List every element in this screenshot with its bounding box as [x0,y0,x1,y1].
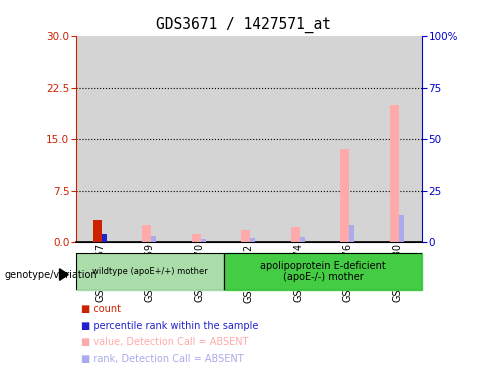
Bar [142,225,151,242]
Text: wildtype (apoE+/+) mother: wildtype (apoE+/+) mother [92,267,208,276]
Bar [341,149,349,242]
Bar [399,215,404,242]
Bar [373,36,422,242]
Bar [349,225,354,242]
Bar [201,239,206,242]
Bar [274,36,323,242]
Bar [390,105,399,242]
Bar [76,36,125,242]
Bar [76,253,224,290]
Polygon shape [60,269,68,280]
Bar [242,230,250,242]
Bar [224,253,422,290]
Bar [175,36,224,242]
Bar [125,36,175,242]
Bar [93,220,102,242]
Bar [291,227,300,242]
Text: apolipoprotein E-deficient
(apoE-/-) mother: apolipoprotein E-deficient (apoE-/-) mot… [260,261,386,283]
Bar [250,238,255,242]
Bar [151,236,156,242]
Bar [300,237,305,242]
Text: ■ percentile rank within the sample: ■ percentile rank within the sample [81,321,258,331]
Text: ■ count: ■ count [81,304,121,314]
Bar [192,234,201,242]
Text: genotype/variation: genotype/variation [5,270,98,280]
Bar [102,234,107,242]
Bar [224,36,274,242]
Text: ■ rank, Detection Call = ABSENT: ■ rank, Detection Call = ABSENT [81,354,243,364]
Text: GDS3671 / 1427571_at: GDS3671 / 1427571_at [157,17,331,33]
Bar [323,36,373,242]
Text: ■ value, Detection Call = ABSENT: ■ value, Detection Call = ABSENT [81,337,248,347]
